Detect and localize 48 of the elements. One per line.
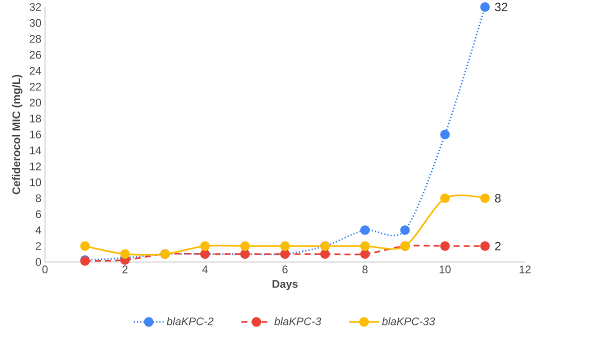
- y-tick-label: 28: [30, 34, 41, 43]
- x-tick-label: 6: [282, 266, 288, 274]
- point: [480, 2, 490, 12]
- y-axis-title: Cefiderocol MIC (mg/L): [12, 74, 22, 194]
- point: [440, 241, 450, 251]
- data-label: 8: [495, 194, 501, 202]
- y-tick-label: 2: [36, 242, 41, 250]
- y-tick-label: 4: [36, 226, 42, 234]
- point: [440, 193, 450, 204]
- point: [360, 241, 370, 251]
- point: [360, 249, 370, 259]
- point: [280, 241, 290, 251]
- y-tick-label: 12: [30, 162, 41, 170]
- y-tick-label: 14: [30, 146, 42, 154]
- point: [400, 225, 410, 235]
- point: [480, 193, 490, 204]
- y-tick-label: 20: [30, 98, 42, 107]
- x-axis-title: Days: [272, 280, 298, 290]
- y-tick-label: 26: [30, 50, 41, 59]
- point: [120, 249, 130, 259]
- legend-label: blaKPC-33: [382, 317, 435, 326]
- y-tick-label: 30: [30, 19, 42, 27]
- y-tick-label: 6: [36, 210, 41, 218]
- point: [360, 225, 370, 235]
- x-tick-label: 8: [362, 266, 368, 274]
- data-label: 32: [494, 2, 508, 12]
- x-tick-label: 2: [122, 266, 128, 274]
- y-tick-label: 8: [36, 194, 41, 202]
- point: [200, 241, 210, 251]
- data-label: 2: [495, 242, 501, 250]
- point: [320, 249, 330, 259]
- x-tick-label: 4: [202, 266, 208, 274]
- legend-label: blaKPC-2: [166, 317, 214, 326]
- y-tick-label: 32: [30, 3, 41, 11]
- y-tick-label: 18: [30, 114, 41, 122]
- x-tick-label: 12: [520, 266, 531, 274]
- point: [80, 241, 90, 251]
- y-tick-label: 16: [30, 130, 41, 138]
- y-tick-label: 0: [36, 258, 42, 266]
- y-tick-label: 24: [30, 66, 42, 75]
- y-tick-label: 22: [30, 82, 41, 91]
- x-tick-label: 10: [440, 266, 451, 274]
- y-tick-label: 10: [30, 178, 42, 186]
- point: [480, 241, 490, 251]
- point: [240, 241, 250, 251]
- point: [440, 130, 450, 140]
- legend-label: blaKPC-3: [274, 317, 322, 326]
- x-tick-label: 0: [42, 266, 48, 274]
